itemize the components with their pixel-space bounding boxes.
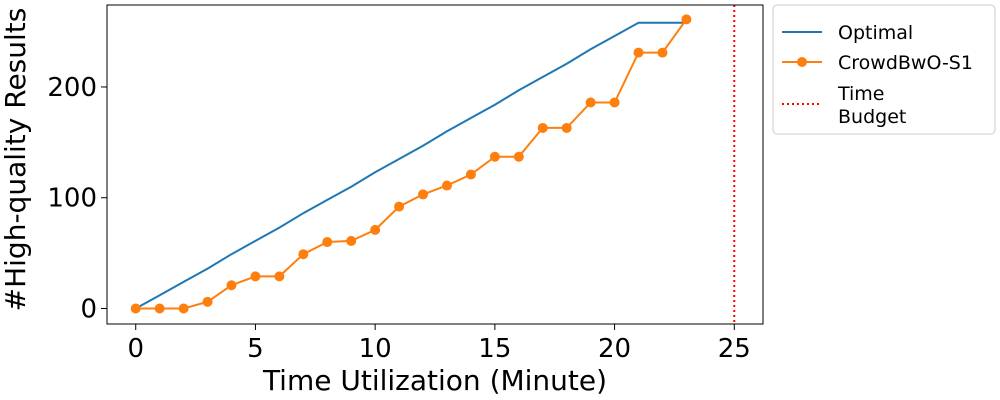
series-line-crowdbwo-s1 [135, 18, 688, 310]
data-point-crowdbwo-s1 [298, 249, 309, 260]
data-point-crowdbwo-s1 [465, 169, 476, 180]
data-point-crowdbwo-s1 [561, 122, 572, 133]
data-point-crowdbwo-s1 [130, 303, 141, 314]
y-axis-label: #High-quality Results [0, 8, 32, 312]
legend: Optimal CrowdBwO-S1 Time Budget [772, 4, 996, 135]
y-tick-label: 0 [80, 294, 97, 324]
x-tick-label: 0 [127, 334, 144, 364]
data-point-crowdbwo-s1 [489, 151, 500, 162]
series-line-optimal [135, 21, 687, 310]
x-tick-label: 10 [359, 334, 392, 364]
y-tick-label: 100 [47, 184, 97, 214]
data-point-crowdbwo-s1 [537, 122, 548, 133]
data-point-crowdbwo-s1 [585, 97, 596, 108]
legend-time-budget-label-line2: Budget [838, 106, 906, 128]
x-tick-label: 20 [598, 334, 631, 364]
data-point-crowdbwo-s1 [322, 237, 333, 248]
data-point-crowdbwo-s1 [418, 189, 429, 200]
series-layer [130, 14, 692, 314]
legend-crowdbwo-marker [797, 57, 807, 67]
data-point-crowdbwo-s1 [513, 151, 524, 162]
data-point-crowdbwo-s1 [226, 280, 237, 291]
data-point-crowdbwo-s1 [394, 201, 405, 212]
x-tick-label: 5 [247, 334, 264, 364]
legend-optimal-label: Optimal [838, 22, 913, 44]
data-point-crowdbwo-s1 [154, 303, 165, 314]
x-axis-label: Time Utilization (Minute) [262, 364, 607, 397]
plot-frame [106, 4, 764, 325]
x-axis-ticks: 0 5 10 15 20 25 [127, 324, 751, 364]
data-point-crowdbwo-s1 [274, 271, 285, 282]
data-point-crowdbwo-s1 [346, 235, 357, 246]
data-point-crowdbwo-s1 [441, 180, 452, 191]
y-axis-ticks: 0 100 200 [47, 73, 107, 324]
data-point-crowdbwo-s1 [370, 224, 381, 235]
legend-crowdbwo-label: CrowdBwO-S1 [838, 52, 973, 74]
x-tick-label: 15 [478, 334, 511, 364]
y-tick-label: 200 [47, 73, 97, 103]
x-tick-label: 25 [718, 334, 751, 364]
data-point-crowdbwo-s1 [250, 271, 261, 282]
data-point-crowdbwo-s1 [681, 14, 692, 25]
legend-box [772, 4, 996, 135]
data-point-crowdbwo-s1 [609, 97, 620, 108]
data-point-crowdbwo-s1 [633, 47, 644, 58]
data-point-crowdbwo-s1 [657, 47, 668, 58]
legend-time-budget-label-line1: Time [837, 83, 885, 105]
data-point-crowdbwo-s1 [178, 303, 189, 314]
data-point-crowdbwo-s1 [202, 296, 213, 307]
